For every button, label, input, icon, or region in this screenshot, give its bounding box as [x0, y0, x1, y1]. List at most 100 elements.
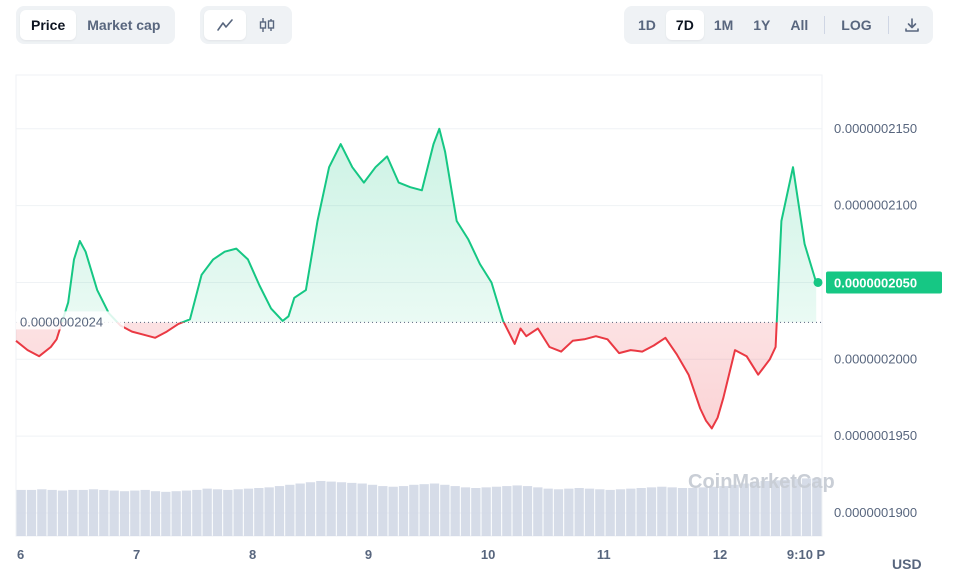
range-7d-button[interactable]: 7D — [665, 10, 704, 40]
volume-bar — [150, 491, 161, 536]
volume-bar — [460, 487, 471, 536]
line-chart-icon — [217, 19, 233, 31]
volume-bar — [130, 490, 140, 536]
x-tick-label: 7 — [133, 547, 140, 562]
x-tick-label: 6 — [17, 547, 24, 562]
x-tick-label: 11 — [597, 547, 611, 562]
volume-bar — [295, 483, 305, 536]
volume-bar — [99, 489, 109, 536]
volume-bar — [316, 480, 326, 536]
volume-bar — [243, 488, 254, 536]
price-area — [16, 128, 817, 429]
current-price-tag — [826, 271, 942, 294]
download-button[interactable] — [895, 10, 929, 40]
volume-bar — [429, 483, 440, 536]
volume-bar — [533, 487, 543, 536]
volume-bar — [605, 489, 615, 536]
baseline-label: 0.0000002024 — [20, 314, 103, 329]
volume-bar — [471, 488, 481, 536]
tab-price[interactable]: Price — [20, 10, 77, 40]
volume-bar — [254, 488, 264, 536]
volume-bar — [233, 489, 243, 536]
price-line-up — [60, 127, 818, 323]
volume-bar — [553, 489, 564, 536]
line-chart-button[interactable] — [204, 10, 246, 40]
volume-bar — [688, 488, 698, 536]
tab-market-cap[interactable]: Market cap — [87, 17, 161, 33]
baseline-label-bg — [16, 311, 124, 330]
volume-bar — [584, 488, 595, 536]
range-1y-button[interactable]: 1Y — [753, 17, 771, 33]
volume-bar — [409, 484, 419, 536]
y-tick-label: 0.0000002150 — [834, 121, 917, 136]
price-line-down — [15, 322, 778, 430]
volume-bar — [801, 478, 812, 536]
volume-bar — [512, 485, 522, 536]
volume-bar — [770, 480, 781, 536]
price-line — [15, 127, 818, 430]
current-price-label: 0.0000002050 — [834, 275, 917, 290]
volume-bar — [574, 488, 584, 536]
range-1m-button[interactable]: 1M — [713, 17, 734, 33]
x-tick-label: 12 — [713, 547, 727, 562]
volume-bar — [564, 488, 574, 536]
volume-bar — [667, 487, 677, 536]
volume-bar — [440, 484, 450, 536]
volume-bar — [171, 491, 181, 536]
chart-mode-toggle — [200, 6, 292, 44]
y-tick-label: 0.0000001900 — [834, 505, 917, 520]
area-down — [16, 322, 777, 429]
volume-bar — [419, 484, 429, 536]
volume-bar — [161, 491, 171, 536]
volume-bar — [739, 483, 750, 536]
volume-bar — [657, 486, 667, 536]
candlestick-icon — [259, 18, 275, 32]
volume-bar — [502, 486, 512, 536]
area-up — [16, 128, 817, 323]
volume-bar — [626, 488, 636, 536]
volume-bar — [367, 484, 378, 536]
plot-frame — [15, 74, 823, 537]
current-price-dot — [813, 277, 823, 287]
volume-bar — [181, 490, 192, 536]
volume-bar — [274, 486, 285, 536]
volume-bar — [781, 479, 791, 536]
y-tick-label: 0.0000002000 — [834, 351, 917, 366]
volume-bar — [791, 479, 801, 536]
volume-bar — [543, 488, 553, 536]
toolbar-divider — [887, 16, 889, 34]
grid-lines — [15, 74, 823, 537]
currency-label: USD — [892, 556, 922, 572]
y-axis: 0.0000002150 0.0000002100 0.0000002000 0.00… — [834, 121, 917, 520]
log-scale-button[interactable]: LOG — [841, 17, 872, 33]
volume-bar — [708, 486, 719, 536]
volume-bar — [450, 486, 460, 536]
range-1d-button[interactable]: 1D — [638, 17, 656, 33]
volume-bar — [264, 487, 274, 536]
volume-bar — [595, 489, 605, 536]
volume-bar — [202, 488, 212, 536]
volume-bar — [636, 488, 646, 536]
time-range-selector: 1D 7D 1M 1Y All LOG — [624, 6, 933, 44]
y-tick-label: 0.0000002100 — [834, 198, 917, 213]
volume-bar — [78, 489, 88, 536]
volume-bar — [698, 487, 708, 536]
volume-bars — [16, 478, 822, 536]
candlestick-button[interactable] — [246, 10, 288, 40]
toolbar-divider — [824, 16, 826, 34]
volume-bar — [285, 484, 295, 536]
volume-bar — [729, 484, 739, 536]
range-all-button[interactable]: All — [790, 17, 809, 33]
x-tick-label: 9 — [365, 547, 372, 562]
volume-bar — [522, 486, 533, 536]
volume-bar — [491, 486, 502, 536]
volume-bar — [140, 489, 150, 536]
volume-bar — [68, 489, 78, 536]
volume-bar — [812, 478, 822, 536]
volume-bar — [760, 480, 770, 536]
volume-bar — [378, 486, 388, 536]
volume-bar — [677, 488, 688, 536]
volume-bar — [223, 489, 233, 536]
volume-bar — [47, 489, 57, 536]
